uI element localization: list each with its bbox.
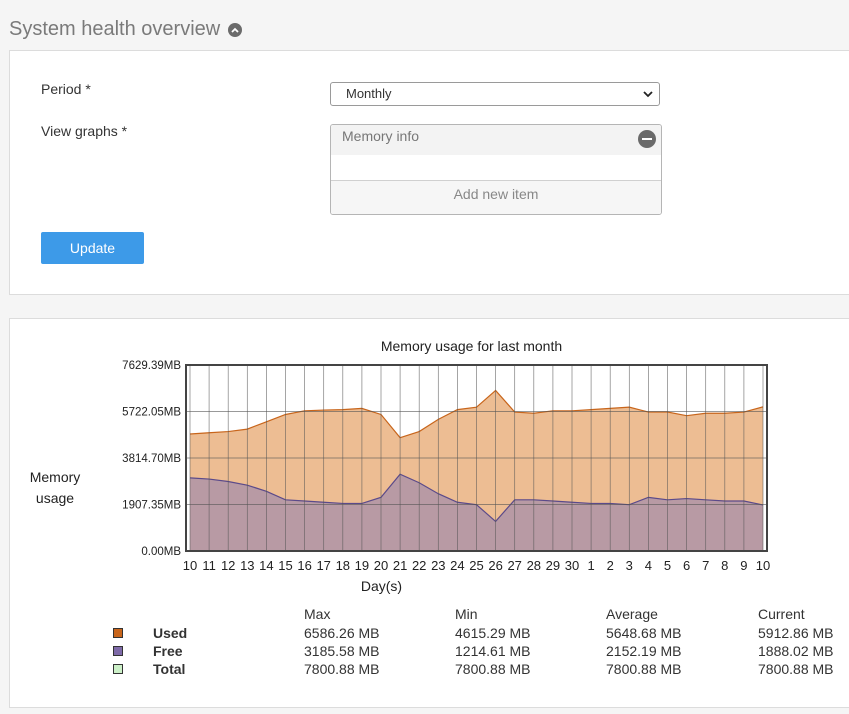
legend-stat-value: 7800.88 MB: [455, 661, 531, 677]
legend-stat-value: 7800.88 MB: [606, 661, 682, 677]
view-graphs-field: Memory info Add new item: [330, 124, 662, 215]
legend-header: Min: [455, 606, 478, 622]
legend-header: Average: [606, 606, 658, 622]
x-tick-label: 26: [488, 558, 502, 573]
x-tick-label: 13: [240, 558, 254, 573]
update-button[interactable]: Update: [41, 232, 144, 264]
x-tick-label: 7: [702, 558, 709, 573]
legend-stat-value: 5648.68 MB: [606, 625, 682, 641]
x-tick-label: 9: [740, 558, 747, 573]
x-tick-label: 4: [645, 558, 652, 573]
y-tick-label: 3814.70MB: [122, 453, 181, 465]
x-tick-label: 2: [607, 558, 614, 573]
x-axis-label: Day(s): [361, 578, 402, 594]
period-select-value: Monthly: [346, 86, 392, 101]
x-tick-label: 18: [336, 558, 350, 573]
x-tick-label: 25: [469, 558, 483, 573]
remove-item-icon[interactable]: [638, 130, 656, 148]
legend-stat-value: 1888.02 MB: [758, 643, 834, 659]
legend-swatch: [113, 628, 123, 638]
x-tick-label: 23: [431, 558, 445, 573]
period-label: Period *: [41, 81, 91, 97]
x-tick-label: 15: [278, 558, 292, 573]
x-tick-label: 11: [202, 558, 216, 573]
x-tick-label: 21: [393, 558, 407, 573]
legend-header: Max: [304, 606, 331, 622]
x-tick-label: 30: [565, 558, 579, 573]
x-tick-label: 1: [587, 558, 594, 573]
legend-stat-value: 7800.88 MB: [304, 661, 380, 677]
legend-series-name: Free: [153, 643, 183, 659]
chevron-down-icon: [643, 91, 653, 98]
legend-stat-value: 4615.29 MB: [455, 625, 531, 641]
x-tick-label: 5: [664, 558, 671, 573]
x-tick-label: 10: [756, 558, 770, 573]
y-axis-label: Memory: [30, 469, 81, 485]
plot-frame: [185, 364, 768, 552]
legend-stat-value: 6586.26 MB: [304, 625, 380, 641]
x-tick-label: 3: [626, 558, 633, 573]
add-new-item-button[interactable]: Add new item: [331, 180, 661, 214]
y-tick-label: 7629.39MB: [122, 360, 181, 372]
page-title: System health overview: [9, 18, 243, 41]
legend-stat-value: 1214.61 MB: [455, 643, 531, 659]
legend-stat-value: 2152.19 MB: [606, 643, 682, 659]
x-tick-label: 24: [450, 558, 464, 573]
y-tick-label: 1907.35MB: [122, 500, 181, 512]
y-tick-label: 5722.05MB: [122, 407, 181, 419]
y-tick-label: 0.00MB: [141, 546, 181, 558]
graph-item-label: Memory info: [342, 128, 420, 144]
page-title-text: System health overview: [9, 18, 221, 40]
chart-panel: Memory usage for last month 10 11 12 13 14 15 1…: [9, 318, 849, 708]
period-select[interactable]: Monthly: [330, 82, 660, 106]
x-tick-label: 29: [546, 558, 560, 573]
x-tick-label: 28: [527, 558, 541, 573]
legend-series-name: Used: [153, 625, 188, 641]
legend-swatch: [113, 664, 123, 674]
legend-series-name: Total: [153, 661, 186, 677]
x-tick-label: 19: [355, 558, 369, 573]
x-tick-label: 6: [683, 558, 690, 573]
filter-form-panel: Period * Monthly View graphs * Memory in…: [9, 50, 849, 295]
x-tick-label: 10: [183, 558, 197, 573]
legend-swatch: [113, 646, 123, 656]
legend-header: Current: [758, 606, 805, 622]
x-tick-label: 22: [412, 558, 426, 573]
x-tick-label: 8: [721, 558, 728, 573]
legend-stat-value: 3185.58 MB: [304, 643, 380, 659]
legend-stat-value: 5912.86 MB: [758, 625, 834, 641]
graph-item: Memory info: [331, 125, 661, 155]
chevron-up-icon[interactable]: [228, 22, 243, 37]
chart-title: Memory usage for last month: [381, 338, 562, 354]
x-tick-label: 14: [259, 558, 273, 573]
x-tick-label: 17: [316, 558, 330, 573]
x-tick-label: 12: [221, 558, 235, 573]
view-graphs-label: View graphs *: [41, 123, 128, 139]
y-axis-label: usage: [36, 490, 74, 506]
legend-stat-value: 7800.88 MB: [758, 661, 834, 677]
x-tick-label: 16: [297, 558, 311, 573]
x-tick-label: 27: [507, 558, 521, 573]
x-tick-label: 20: [374, 558, 388, 573]
